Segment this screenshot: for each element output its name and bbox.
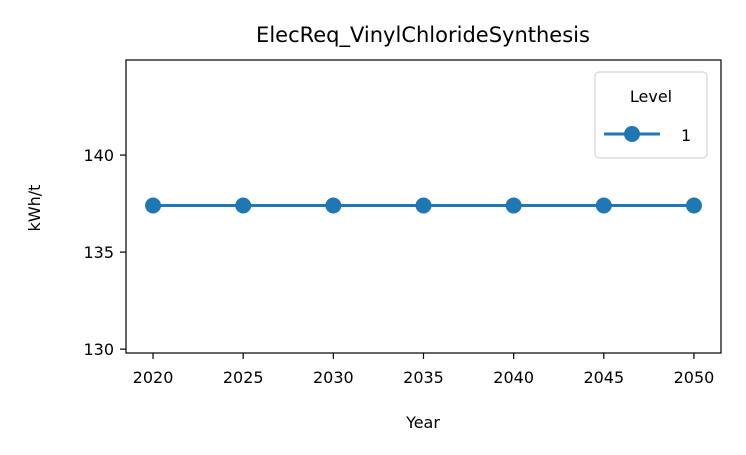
x-tick-label: 2025 — [223, 368, 264, 387]
data-point — [325, 197, 342, 214]
data-point — [235, 197, 252, 214]
data-point — [505, 197, 522, 214]
data-point — [595, 197, 612, 214]
x-tick-label: 2045 — [583, 368, 624, 387]
x-tick-label: 2035 — [403, 368, 444, 387]
data-point — [415, 197, 432, 214]
x-axis: 2020 2025 2030 2035 2040 2045 2050 — [133, 353, 715, 387]
legend-box — [594, 71, 708, 159]
y-axis-label: kWh/t — [25, 185, 44, 232]
legend-title: Level — [630, 87, 672, 106]
legend: Level 1 — [594, 71, 708, 159]
data-point — [685, 197, 702, 214]
x-axis-label: Year — [405, 413, 440, 432]
chart-title: ElecReq_VinylChlorideSynthesis — [256, 23, 590, 48]
y-tick-label: 130 — [83, 340, 114, 359]
y-tick-label: 135 — [83, 243, 114, 262]
data-point — [145, 197, 162, 214]
y-tick-label: 140 — [83, 146, 114, 165]
y-axis: 130 135 140 — [83, 146, 126, 359]
legend-marker-swatch — [624, 126, 640, 142]
x-tick-label: 2040 — [493, 368, 534, 387]
x-tick-label: 2050 — [674, 368, 715, 387]
x-tick-label: 2020 — [133, 368, 174, 387]
legend-entry-label: 1 — [681, 126, 691, 145]
x-tick-label: 2030 — [313, 368, 354, 387]
